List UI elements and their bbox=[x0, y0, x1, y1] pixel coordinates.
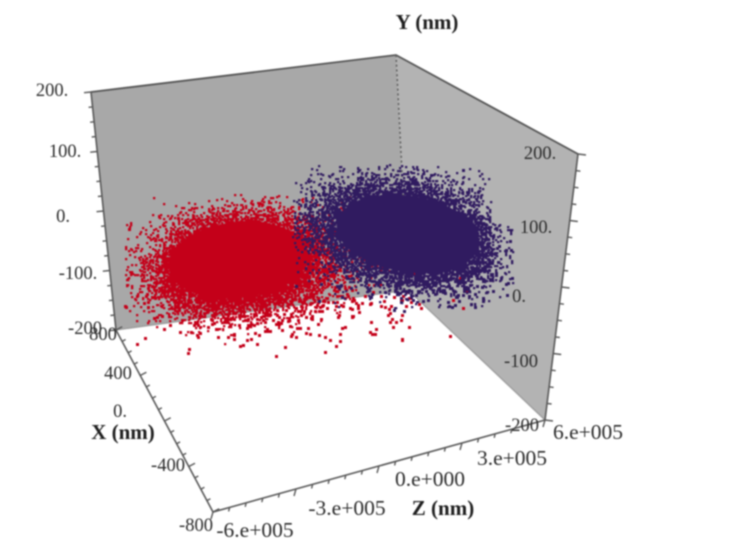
svg-text:X (nm): X (nm) bbox=[91, 420, 155, 444]
svg-text:100.: 100. bbox=[520, 218, 552, 238]
svg-text:3.e+005: 3.e+005 bbox=[477, 446, 547, 470]
svg-text:Y (nm): Y (nm) bbox=[396, 10, 459, 34]
svg-text:0.e+000: 0.e+000 bbox=[395, 467, 465, 491]
svg-text:0.: 0. bbox=[113, 402, 127, 422]
svg-text:100.: 100. bbox=[49, 142, 81, 162]
svg-text:-100: -100 bbox=[504, 352, 538, 372]
svg-text:200.: 200. bbox=[524, 144, 556, 164]
svg-text:6.e+005: 6.e+005 bbox=[553, 420, 623, 444]
svg-text:800: 800 bbox=[89, 325, 117, 345]
svg-text:-200: -200 bbox=[505, 416, 539, 436]
svg-text:-3.e+005: -3.e+005 bbox=[308, 496, 385, 520]
svg-text:400: 400 bbox=[104, 364, 132, 384]
svg-text:0.: 0. bbox=[512, 287, 526, 307]
svg-text:-200: -200 bbox=[68, 319, 102, 339]
svg-text:0.: 0. bbox=[56, 207, 70, 227]
svg-text:200.: 200. bbox=[36, 81, 68, 101]
svg-text:Z (nm): Z (nm) bbox=[412, 496, 474, 520]
svg-text:-800: -800 bbox=[179, 516, 213, 536]
svg-text:-6.e+005: -6.e+005 bbox=[216, 518, 293, 542]
svg-text:-400: -400 bbox=[151, 456, 185, 476]
svg-text:-100.: -100. bbox=[59, 264, 98, 284]
